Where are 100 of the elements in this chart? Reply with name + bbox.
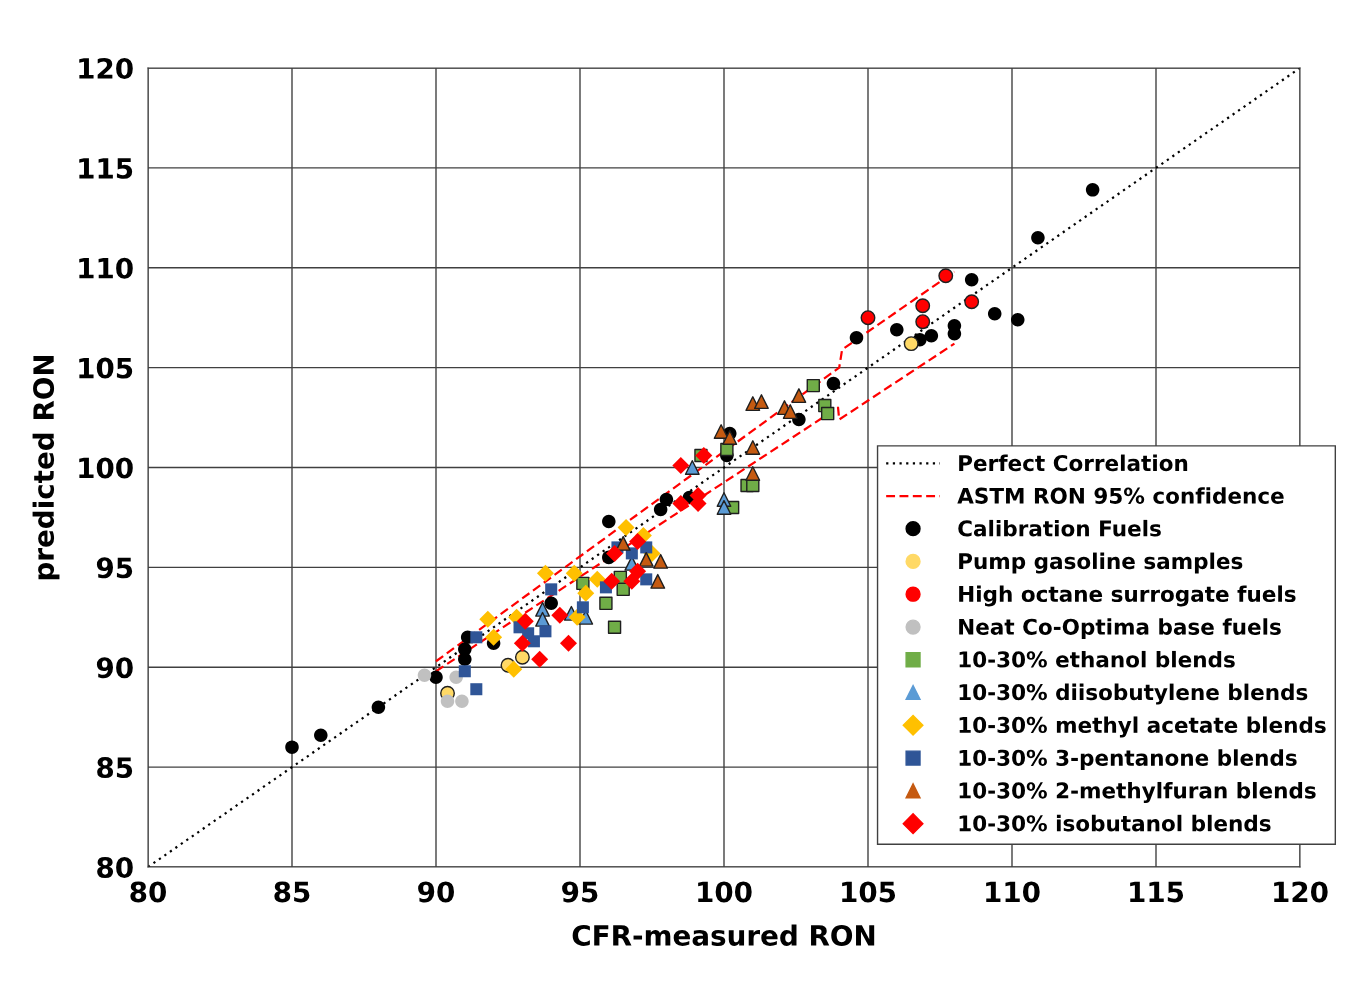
x-tick-label: 120 [1274, 881, 1328, 903]
point [551, 606, 569, 624]
legend-label: 10-30% diisobutylene blends [959, 683, 1308, 705]
point [745, 466, 761, 481]
legend-label: 10-30% 2-methylfuran blends [959, 781, 1316, 803]
point [713, 424, 729, 440]
point [653, 502, 668, 517]
point [513, 634, 531, 652]
point [826, 376, 841, 391]
point [588, 570, 606, 588]
point [672, 494, 690, 512]
point [716, 499, 732, 515]
legend-label: Calibration Fuels [958, 519, 1161, 537]
point [849, 330, 864, 345]
point [470, 683, 483, 696]
x-tick-label: 95 [562, 881, 598, 903]
point [722, 430, 738, 446]
x-axis-title: CFR-measured RON [572, 924, 875, 946]
point [684, 460, 700, 475]
point [915, 298, 931, 314]
y-tick-label: 85 [97, 757, 133, 779]
x-tick-label: 85 [274, 881, 310, 903]
point [640, 573, 653, 586]
point [915, 314, 931, 330]
point [545, 583, 558, 596]
point [603, 572, 621, 590]
point [1031, 231, 1045, 245]
point [536, 564, 554, 582]
legend-label: 10-30% 3-pentanone blends [959, 749, 1297, 771]
point [695, 447, 713, 465]
point [617, 518, 635, 536]
point [458, 642, 472, 657]
point [1010, 312, 1025, 327]
point [314, 728, 328, 742]
point [615, 535, 631, 551]
point [544, 596, 558, 611]
point [417, 668, 432, 683]
point [531, 650, 549, 668]
point [505, 660, 523, 678]
point [568, 608, 586, 626]
point [964, 294, 980, 310]
point [485, 628, 503, 646]
point [285, 740, 299, 754]
point [629, 562, 647, 580]
point [890, 322, 904, 337]
point [527, 635, 540, 648]
point [938, 268, 954, 284]
point [964, 272, 979, 287]
point [539, 625, 552, 638]
point [659, 492, 674, 507]
point [514, 649, 530, 665]
point [782, 404, 798, 420]
point [559, 634, 577, 652]
x-tick-label: 90 [418, 881, 454, 903]
legend-label: Perfect Correlation [959, 454, 1188, 472]
y-axis-title: predicted RON [32, 355, 60, 580]
y-tick-label: 100 [79, 457, 133, 479]
legend-label: High octane surrogate fuels [959, 585, 1296, 607]
point [602, 514, 616, 529]
x-tick-label: 110 [986, 881, 1040, 903]
y-tick-label: 80 [97, 856, 133, 878]
point [577, 584, 595, 602]
legend-label: Pump gasoline samples [959, 552, 1243, 574]
legend-label: 10-30% ethanol blends [959, 650, 1235, 668]
point [455, 694, 469, 708]
point [987, 306, 1002, 321]
point [903, 336, 919, 352]
point [791, 388, 807, 404]
legend-label: 10-30% methyl acetate blends [959, 716, 1326, 738]
point [924, 328, 939, 343]
point [806, 378, 820, 393]
y-tick-label: 120 [79, 57, 133, 79]
point [458, 665, 471, 678]
point [516, 612, 534, 630]
point [629, 532, 647, 550]
x-tick-label: 80 [130, 881, 166, 903]
point [745, 440, 761, 455]
point [753, 394, 769, 410]
legend-label: Neat Co-Optima base fuels [959, 618, 1281, 640]
point [606, 544, 624, 562]
point [440, 694, 455, 708]
point [599, 596, 613, 611]
point [638, 551, 654, 567]
point [429, 670, 443, 685]
x-tick-label: 100 [698, 881, 752, 903]
point [860, 310, 876, 326]
y-tick-label: 115 [79, 158, 133, 179]
y-tick-label: 95 [96, 557, 133, 579]
point [607, 620, 622, 635]
point [820, 406, 835, 421]
point [672, 457, 690, 475]
point [479, 610, 497, 628]
point [650, 573, 666, 589]
x-tick-label: 115 [1130, 881, 1184, 903]
y-tick-label: 110 [79, 257, 133, 279]
x-tick-label: 105 [842, 881, 896, 903]
point [576, 601, 589, 614]
point [653, 553, 669, 569]
point [565, 564, 583, 582]
point [623, 572, 641, 590]
